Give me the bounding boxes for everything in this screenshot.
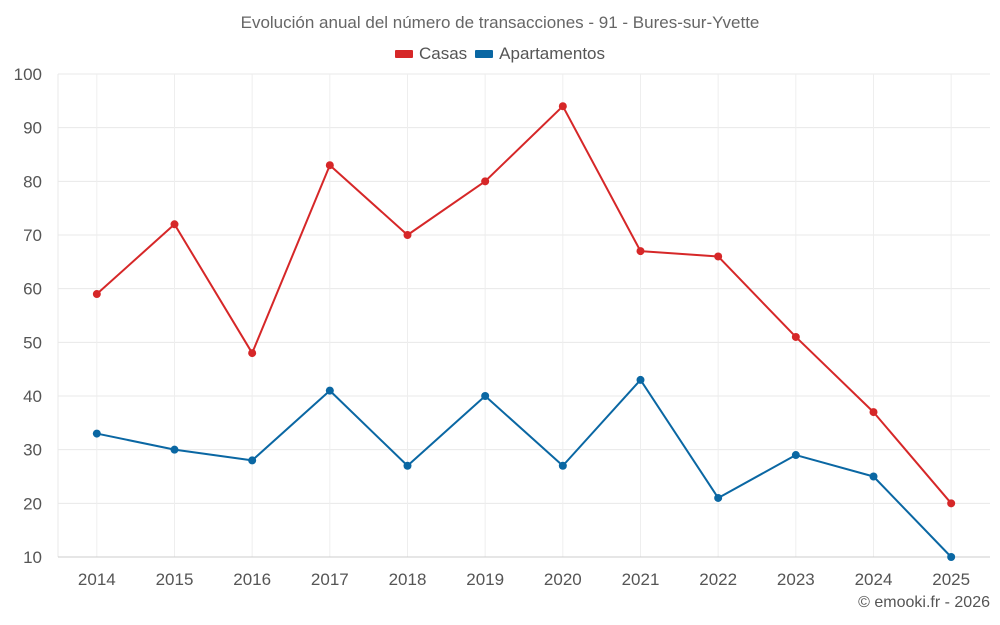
- x-tick-label: 2019: [466, 570, 504, 589]
- y-tick-label: 80: [23, 172, 42, 191]
- data-point-apartamentos: [947, 553, 956, 561]
- data-point-apartamentos: [791, 451, 800, 460]
- x-tick-label: 2022: [699, 570, 737, 589]
- y-tick-label: 20: [23, 494, 42, 513]
- legend-swatch-apartamentos: [475, 50, 494, 58]
- data-point-casas: [92, 290, 101, 299]
- data-point-casas: [248, 349, 257, 358]
- legend-label-apartamentos: Apartamentos: [499, 44, 606, 63]
- x-tick-label: 2023: [777, 570, 815, 589]
- data-point-casas: [791, 332, 800, 341]
- data-point-apartamentos: [92, 429, 101, 438]
- legend-item-apartamentos[interactable]: Apartamentos: [475, 44, 605, 64]
- y-tick-label: 30: [23, 441, 42, 460]
- data-point-casas: [636, 247, 645, 256]
- x-tick-label: 2020: [544, 570, 582, 589]
- data-point-casas: [558, 102, 567, 111]
- x-tick-label: 2018: [389, 570, 427, 589]
- y-tick-label: 40: [23, 387, 42, 406]
- x-tick-label: 2021: [622, 570, 660, 589]
- data-point-casas: [170, 220, 179, 229]
- data-point-apartamentos: [325, 386, 334, 395]
- y-tick-label: 60: [23, 280, 42, 299]
- chart-title: Evolución anual del número de transaccio…: [240, 13, 760, 32]
- data-point-casas: [481, 177, 490, 186]
- legend-swatch-casas: [394, 50, 413, 58]
- y-tick-label: 50: [23, 333, 42, 352]
- data-point-casas: [325, 161, 334, 170]
- legend: Casas Apartamentos: [0, 44, 1000, 64]
- x-tick-label: 2014: [78, 570, 116, 589]
- legend-label-casas: Casas: [418, 44, 468, 63]
- x-tick-label: 2015: [156, 570, 194, 589]
- data-point-apartamentos: [170, 445, 179, 454]
- data-point-apartamentos: [869, 472, 878, 481]
- x-tick-label: 2025: [932, 570, 970, 589]
- data-point-apartamentos: [403, 461, 412, 470]
- data-point-casas: [403, 231, 412, 239]
- x-tick-label: 2017: [311, 570, 349, 589]
- series-line-apartamentos: [96, 378, 952, 558]
- x-tick-label: 2024: [855, 570, 893, 589]
- y-tick-label: 90: [23, 119, 42, 138]
- x-tick-label: 2016: [233, 570, 271, 589]
- series-line-casas: [96, 105, 952, 504]
- y-tick-label: 10: [23, 548, 42, 567]
- data-point-apartamentos: [248, 456, 257, 465]
- y-tick-label: 100: [14, 65, 42, 84]
- data-point-casas: [714, 252, 723, 261]
- credit-text: © emooki.fr - 2026: [858, 594, 990, 611]
- data-point-apartamentos: [714, 493, 723, 502]
- data-point-apartamentos: [636, 375, 645, 384]
- y-tick-label: 70: [23, 226, 42, 245]
- data-point-casas: [869, 408, 878, 417]
- data-point-apartamentos: [481, 392, 490, 400]
- legend-item-casas[interactable]: Casas: [394, 44, 468, 64]
- data-point-casas: [947, 499, 956, 508]
- data-point-apartamentos: [558, 461, 567, 470]
